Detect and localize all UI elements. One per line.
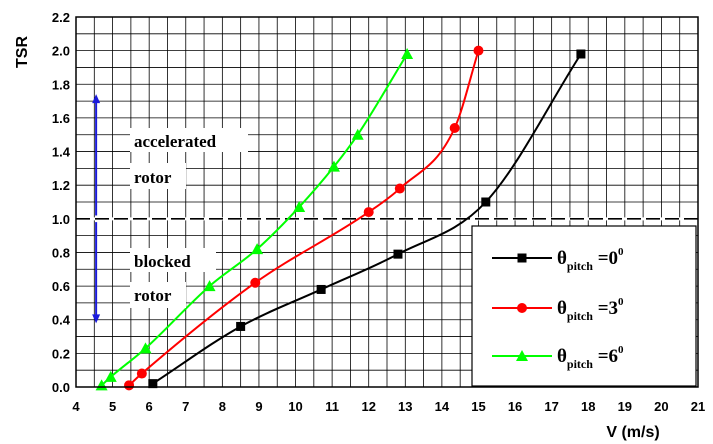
annotation-blocked: blocked [134,252,191,271]
x-tick-label: 8 [219,399,226,414]
data-point [250,277,261,288]
annot-bg-2 [130,163,186,189]
data-point [203,280,216,292]
annotation-accelerated: accelerated [134,132,217,151]
up-arrow-icon [92,94,101,104]
legend-label: θpitch =00 [557,246,624,273]
x-tick-label: 5 [109,399,116,414]
y-tick-label: 2.2 [52,10,70,25]
series-1 [124,45,484,391]
x-tick-label: 15 [471,399,485,414]
data-point [401,48,414,59]
y-axis-title: TSR [14,36,31,68]
x-axis-title: V (m/s) [606,424,659,441]
data-point [136,368,147,379]
x-tick-label: 19 [618,399,632,414]
legend-item-1: θpitch =30 [492,296,624,323]
annotation-rotor-lower: rotor [134,286,172,305]
down-arrow-icon [92,314,101,324]
x-tick-label: 17 [544,399,558,414]
data-point [148,379,158,389]
legend-box [471,225,697,387]
annot-bg-4 [130,282,186,308]
legend-marker [516,350,528,361]
y-tick-label: 0.6 [52,279,70,294]
x-tick-label: 18 [581,399,595,414]
data-point [293,201,306,213]
annot-bg-1 [130,128,248,152]
y-tick-label: 1.2 [52,178,70,193]
x-tick-label: 4 [72,399,80,414]
y-tick-label: 0.8 [52,245,70,260]
annotation-rotor-upper: rotor [134,168,172,187]
data-point [473,45,484,56]
data-point [393,249,403,259]
x-tick-label: 14 [435,399,450,414]
data-point [481,197,491,207]
data-point [363,207,374,218]
y-tick-label: 1.6 [52,111,70,126]
data-point [124,380,135,391]
x-tick-label: 6 [146,399,153,414]
plot-frame [75,16,699,388]
y-tick-label: 0.4 [52,313,71,328]
data-point [327,160,340,172]
series-0 [148,49,586,389]
x-tick-label: 10 [288,399,302,414]
annot-bg-3 [130,248,216,272]
y-tick-label: 1.8 [52,77,70,92]
x-tick-label: 21 [691,399,705,414]
data-point [316,284,326,294]
x-tick-label: 12 [361,399,375,414]
x-tick-label: 13 [398,399,412,414]
data-point [394,183,405,194]
y-tick-label: 0.0 [52,380,70,395]
data-point [576,49,586,59]
x-tick-label: 16 [508,399,522,414]
y-tick-label: 1.4 [52,145,71,160]
legend-marker [517,253,527,263]
x-tick-label: 9 [255,399,262,414]
y-tick-label: 0.2 [52,346,70,361]
x-tick-label: 20 [654,399,668,414]
legend-label: θpitch =30 [557,296,624,323]
y-tick-label: 1.0 [52,212,70,227]
legend-label: θpitch =60 [557,344,624,371]
data-point [139,342,152,354]
y-tick-label: 2.0 [52,44,70,59]
legend-item-0: θpitch =00 [492,246,624,273]
data-point [236,321,246,331]
x-tick-label: 11 [325,399,339,414]
data-point [104,370,117,382]
data-point [251,243,264,255]
x-tick-label: 7 [182,399,189,414]
data-point [351,128,364,140]
legend-item-2: θpitch =60 [492,344,624,371]
series-2 [95,48,414,391]
data-point [449,123,460,133]
series-line-0 [152,53,582,385]
legend-marker [517,303,527,313]
